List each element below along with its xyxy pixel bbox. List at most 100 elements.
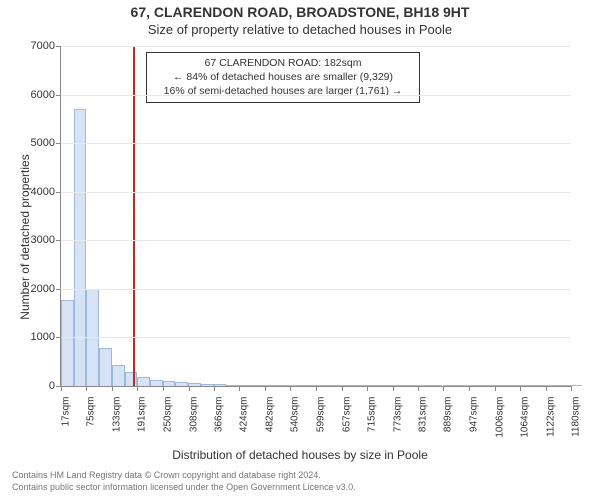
x-tick-label: 366sqm [212,397,225,433]
x-tick-mark [342,386,343,391]
histogram-bar [353,385,366,386]
histogram-bar [163,381,176,386]
x-tick-mark [418,386,419,391]
x-tick-label: 889sqm [441,397,454,433]
histogram-bar [455,385,468,386]
histogram-bar [417,385,430,386]
histogram-bar [532,385,545,386]
y-tick-label: 5000 [31,137,61,149]
histogram-bar [341,385,354,386]
x-tick-mark [367,386,368,391]
chart-container: 67, CLARENDON ROAD, BROADSTONE, BH18 9HT… [0,0,600,500]
annotation-line-1: 67 CLARENDON ROAD: 182sqm [153,56,413,70]
x-tick-mark [163,386,164,391]
x-tick-mark [265,386,266,391]
histogram-bar [366,385,379,386]
histogram-bar [430,385,443,386]
chart-title-sub: Size of property relative to detached ho… [0,22,600,37]
plot-area: 67 CLARENDON ROAD: 182sqm ← 84% of detac… [60,46,571,387]
x-tick-mark [112,386,113,391]
x-tick-mark [239,386,240,391]
histogram-bar [392,385,405,386]
y-tick-label: 0 [49,380,61,392]
histogram-bar [188,383,201,386]
footer-line-2: Contains public sector information licen… [12,482,356,492]
histogram-bar [557,385,570,386]
x-tick-label: 191sqm [135,397,148,433]
x-tick-label: 1122sqm [543,397,556,437]
x-tick-mark [469,386,470,391]
histogram-bar [150,380,163,386]
histogram-bar [277,385,290,386]
y-tick-label: 2000 [31,283,61,295]
x-tick-mark [520,386,521,391]
x-tick-label: 308sqm [186,397,199,433]
x-tick-label: 540sqm [288,397,301,433]
x-tick-label: 599sqm [314,397,327,433]
histogram-bar [175,382,188,386]
histogram-bar [99,348,112,386]
histogram-bar [315,385,328,386]
gridline [61,95,571,96]
y-tick-label: 6000 [31,89,61,101]
gridline [61,289,571,290]
histogram-bar [443,385,456,386]
y-tick-label: 3000 [31,234,61,246]
gridline [61,46,571,47]
histogram-bar [328,385,341,386]
histogram-bar [290,385,303,386]
y-tick-label: 7000 [31,40,61,52]
chart-title-main: 67, CLARENDON ROAD, BROADSTONE, BH18 9HT [0,4,600,20]
x-tick-mark [86,386,87,391]
gridline [61,337,571,338]
histogram-bar [112,365,125,386]
histogram-bar [481,385,494,386]
x-tick-label: 773sqm [390,397,403,433]
histogram-bar [137,377,150,386]
histogram-bar [226,385,239,386]
y-tick-label: 4000 [31,186,61,198]
x-tick-mark [290,386,291,391]
histogram-bar [379,385,392,386]
x-tick-label: 715sqm [365,397,378,433]
x-tick-label: 424sqm [237,397,250,433]
histogram-bar [214,384,227,386]
x-tick-label: 657sqm [339,397,352,433]
x-tick-mark [189,386,190,391]
histogram-bar [404,385,417,386]
x-tick-mark [443,386,444,391]
x-tick-label: 133sqm [109,397,122,433]
x-tick-label: 17sqm [59,397,72,427]
x-tick-label: 482sqm [262,397,275,433]
x-tick-mark [316,386,317,391]
x-tick-label: 250sqm [161,397,174,433]
x-axis-label: Distribution of detached houses by size … [0,448,600,462]
x-tick-mark [214,386,215,391]
annotation-line-2: ← 84% of detached houses are smaller (9,… [153,70,413,84]
footer-line-1: Contains HM Land Registry data © Crown c… [12,470,321,480]
histogram-bar [125,372,138,386]
histogram-bar [61,300,74,386]
x-tick-label: 1006sqm [492,397,505,438]
histogram-bar [303,385,316,386]
histogram-bar [468,385,481,386]
histogram-bar [252,385,265,386]
histogram-bar [201,384,214,386]
x-tick-mark [393,386,394,391]
histogram-bar [239,385,252,386]
gridline [61,192,571,193]
x-tick-mark [571,386,572,391]
histogram-bar [506,385,519,386]
x-tick-label: 75sqm [84,397,97,427]
x-tick-label: 831sqm [415,397,428,433]
x-tick-mark [495,386,496,391]
histogram-bar [74,109,87,386]
x-tick-mark [137,386,138,391]
reference-line [133,46,135,386]
x-tick-mark [546,386,547,391]
annotation-line-3: 16% of semi-detached houses are larger (… [153,84,413,98]
y-tick-label: 1000 [31,331,61,343]
x-tick-label: 1064sqm [518,397,531,438]
x-tick-label: 1180sqm [569,397,582,437]
gridline [61,143,571,144]
